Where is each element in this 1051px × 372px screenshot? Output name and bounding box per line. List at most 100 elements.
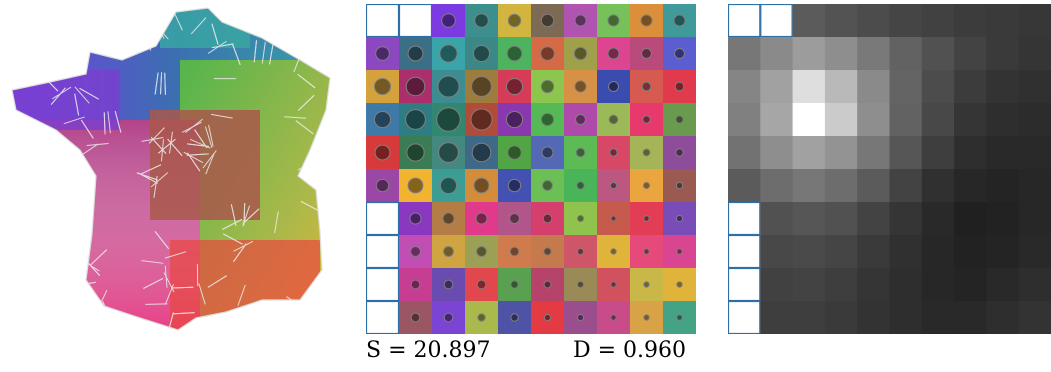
department-border	[24, 297, 47, 301]
department-border	[52, 12, 75, 16]
cell-circle	[407, 45, 424, 62]
heatmap-cell	[921, 70, 955, 104]
cell-circle	[676, 281, 683, 288]
cell-circle	[438, 142, 459, 163]
department-border	[107, 111, 111, 134]
department-border	[167, 138, 183, 156]
heatmap-cell	[824, 268, 858, 302]
department-border	[26, 314, 49, 319]
cell-circle	[674, 81, 685, 92]
cell-circle	[642, 115, 651, 124]
department-border	[148, 127, 165, 144]
department-border	[154, 231, 170, 250]
cell-circle	[540, 112, 555, 127]
cell-circle	[506, 45, 523, 62]
heatmap-cell	[760, 268, 794, 302]
department-border	[74, 93, 80, 116]
cell-circle	[470, 108, 493, 131]
empty-cell	[728, 201, 761, 236]
heatmap-cell	[986, 136, 1020, 170]
department-border	[143, 28, 162, 42]
cell-circle	[471, 76, 492, 97]
heatmap-cell	[889, 169, 923, 203]
department-border	[211, 23, 219, 45]
cell-circle	[476, 246, 487, 257]
cell-circle	[410, 246, 421, 257]
heatmap-cell	[857, 103, 890, 137]
department-border	[253, 40, 257, 63]
department-border	[198, 283, 206, 305]
empty-cell	[760, 4, 793, 38]
cell-circle	[507, 13, 522, 28]
cell-circle	[643, 314, 650, 321]
empty-cell	[366, 234, 400, 269]
heatmap-cell	[760, 70, 794, 104]
cell-circle	[540, 46, 555, 61]
heatmap-cell	[1018, 169, 1051, 203]
cell-circle	[542, 180, 553, 191]
empty-cell	[398, 4, 433, 38]
department-border	[86, 143, 109, 146]
department-border	[230, 204, 237, 226]
heatmap-cell	[986, 235, 1020, 269]
department-border	[12, 125, 28, 140]
heatmap-cell	[889, 4, 923, 38]
department-border	[30, 130, 50, 144]
heatmap-cell	[986, 4, 1020, 38]
department-border	[53, 13, 76, 20]
department-border	[269, 42, 274, 65]
department-border	[25, 285, 45, 298]
department-border	[17, 128, 39, 136]
cell-circle	[442, 212, 455, 225]
department-border	[207, 40, 227, 54]
heatmap-cell	[921, 103, 955, 137]
department-border	[79, 87, 99, 100]
empty-cell	[366, 267, 400, 302]
heatmap-cell	[792, 235, 826, 269]
cell-circle	[543, 247, 552, 256]
department-border	[143, 277, 164, 289]
cell-circle	[410, 279, 421, 290]
cell-circle	[405, 109, 426, 130]
france-outline	[11, 7, 331, 331]
cell-circle	[576, 181, 585, 190]
department-border	[297, 300, 320, 305]
france-map	[11, 7, 331, 331]
cell-circle	[641, 48, 652, 59]
department-border	[46, 14, 55, 36]
department-border	[25, 285, 45, 298]
department-border	[137, 29, 153, 47]
department-border	[141, 137, 164, 142]
france-regions	[12, 8, 330, 330]
cell-circle	[474, 13, 489, 28]
department-border	[266, 302, 281, 321]
cell-circle	[608, 114, 619, 125]
department-border	[237, 284, 246, 306]
cell-circle	[610, 248, 617, 255]
cell-circle	[607, 47, 620, 60]
cell-circle	[640, 14, 653, 27]
cell-circle	[576, 214, 585, 223]
department-border	[190, 17, 207, 35]
department-border	[232, 44, 241, 66]
heatmap-cell	[889, 301, 923, 334]
cell-circle	[541, 146, 554, 159]
cell-circle	[675, 148, 684, 157]
cell-circle	[609, 181, 618, 190]
heatmap-cell	[824, 169, 858, 203]
cell-circle	[576, 280, 585, 289]
cell-circle	[443, 279, 454, 290]
department-border	[233, 243, 247, 262]
cell-circle	[510, 313, 519, 322]
cell-circle	[610, 215, 617, 222]
heatmap-cell	[857, 301, 890, 334]
department-border	[167, 312, 174, 330]
cell-circle	[409, 212, 422, 225]
cell-circle	[476, 279, 487, 290]
department-border	[20, 112, 23, 135]
cell-circle	[509, 213, 520, 224]
heatmap-cell	[857, 169, 890, 203]
department-border	[36, 284, 48, 305]
department-border	[297, 73, 316, 89]
cell-circle	[507, 145, 522, 160]
